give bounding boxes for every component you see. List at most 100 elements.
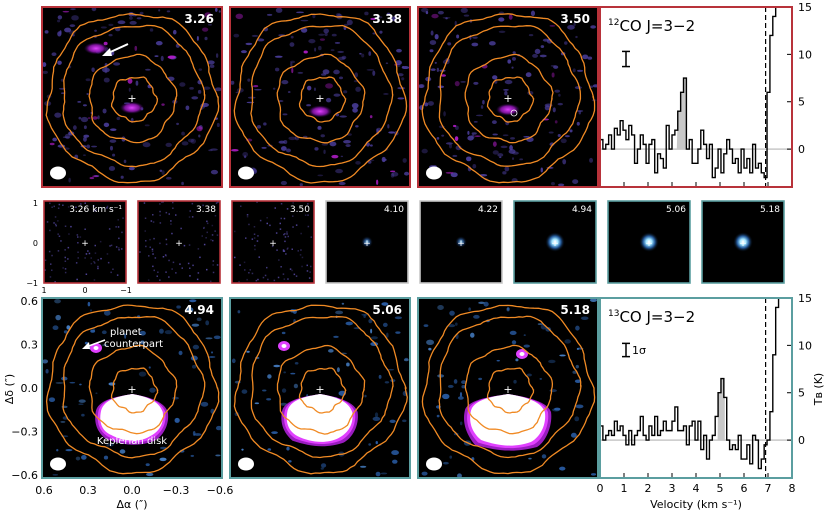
mini-noise [275,232,278,234]
noise-speckle [290,35,294,39]
noise-speckle [457,396,464,400]
contour-outer [233,304,408,475]
mini-noise [188,216,191,218]
mini-noise [180,227,182,230]
noise-speckle [347,133,352,136]
top-panel-2: + 3.38 [229,6,411,188]
noise-speckle [429,49,434,53]
noise-speckle [237,310,241,314]
noise-speckle [492,75,498,80]
mini-noise [295,224,298,226]
noise-speckle [511,157,515,161]
mini-noise [49,276,52,278]
noise-speckle [281,79,289,85]
mini-noise [286,208,289,210]
noise-speckle [345,321,353,326]
noise-speckle [447,42,452,46]
noise-speckle [314,47,317,52]
noise-speckle [56,448,59,452]
noise-speckle [482,100,485,105]
mini-noise [139,251,141,253]
noise-speckle [83,136,87,142]
noise-speckle [437,304,444,310]
noise-speckle [64,133,71,140]
mini-channel-map: +5.06 [607,200,691,284]
mini-noise [51,254,53,257]
noise-speckle [548,359,556,364]
noise-speckle [375,440,378,445]
noise-speckle [288,136,297,141]
contour-inner [110,367,159,414]
mini-noise [297,250,299,252]
middle-row: +3.26 km s⁻¹+3.38+3.50+4.10+4.22+4.94+5.… [43,200,785,284]
line-name: CO J=3−2 [619,308,695,326]
mini-noise [246,214,249,216]
noise-speckle [455,125,459,130]
noise-speckle [473,81,479,85]
noise-speckle [319,38,325,41]
noise-speckle [290,62,293,67]
disk-core [286,394,353,442]
mini-noise [216,264,219,266]
noise-speckle [207,60,215,65]
noise-speckle [491,120,497,125]
continuum-contours [45,13,220,184]
noise-speckle [455,322,458,326]
mid-x-tick-right: −1 [120,286,132,295]
noise-speckle [570,432,577,438]
noise-speckle [441,74,446,77]
y-tick-label: 5 [798,96,805,109]
shaded-channel-range [676,78,687,150]
mini-noise [122,217,124,219]
noise-speckle [129,20,137,25]
noise-speckle [57,60,62,65]
spectrum-line [600,6,782,179]
noise-speckle [231,358,236,364]
mini-frame [607,200,691,284]
map-y-ticks: 0.6 0.3 0.0 −0.3 −0.6 [11,295,38,482]
noise-speckle [576,121,580,126]
mini-noise [75,262,78,264]
noise-speckle [355,125,359,128]
noise-speckle [580,316,589,320]
contour-cavity [464,344,554,435]
map-x-tick: 0.0 [123,484,141,497]
noise-speckle [553,65,559,69]
noise-speckle [181,181,184,186]
mini-noise [249,269,251,271]
mini-noise [159,203,161,205]
mini-noise [147,279,150,281]
noise-speckle [196,35,199,41]
noise-speckle [397,97,405,100]
noise-speckle [452,154,458,157]
middle-axis-labels: 1 0 −1 1 0 −1 [26,199,132,295]
noise-speckle [554,89,560,93]
emission-features [308,105,332,118]
noise-speckle [364,394,367,398]
line-label: 13CO J=3−2 [608,308,695,326]
noise-speckle [560,138,567,144]
noise-speckle [368,318,373,324]
noise-speckle [81,413,85,417]
noise-speckle [191,323,200,327]
continuum-contours [45,304,220,475]
noise-speckle [297,71,304,74]
noise-speckle [573,22,576,27]
mini-noise [287,235,289,238]
noise-speckle [55,314,61,321]
map-x-tick: 0.3 [79,484,97,497]
noise-speckle [85,78,91,82]
mini-noise [94,244,96,247]
noise-speckle [205,337,213,340]
mini-noise [258,256,260,258]
noise-speckle [449,455,453,459]
noise-speckle [549,25,556,27]
spectrum-line [600,297,782,470]
noise-speckle [338,56,346,61]
mini-velocity-label: 3.38 [196,205,216,215]
map-axes: Δδ (″) Δα (″) 0.60.30.0−0.3−0.6 0.6 0.3 0.… [3,295,233,511]
mini-noise [244,269,246,271]
noise-speckle [190,454,195,457]
noise-speckle [421,7,429,13]
